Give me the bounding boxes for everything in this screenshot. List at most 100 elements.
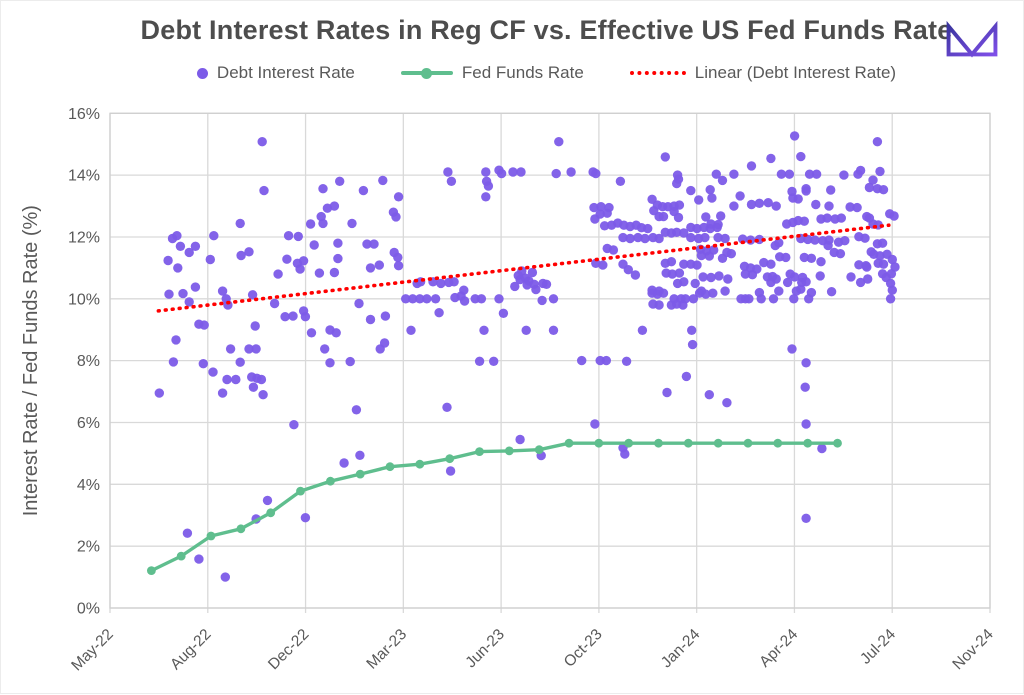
- scatter-point: [836, 213, 846, 223]
- scatter-point: [789, 294, 799, 304]
- scatter-point: [729, 201, 739, 211]
- y-tick-label: 0%: [77, 601, 100, 618]
- scatter-point: [225, 344, 236, 354]
- scatter-point: [443, 167, 453, 177]
- scatter-point: [810, 235, 820, 245]
- scatter-point: [654, 233, 664, 244]
- scatter-point: [190, 241, 201, 251]
- x-tick-label: Apr-24: [756, 626, 801, 671]
- scatter-point: [692, 260, 702, 270]
- scatter-point: [537, 295, 547, 306]
- scatter-point: [306, 328, 317, 338]
- scatter-point: [660, 152, 670, 162]
- scatter-point: [688, 294, 699, 304]
- scatter-point: [329, 267, 340, 278]
- scatter-point: [658, 211, 669, 222]
- scatter-point: [826, 185, 836, 195]
- scatter-point: [235, 357, 245, 367]
- scatter-point: [864, 182, 875, 193]
- scatter-point: [806, 253, 817, 263]
- scatter-point: [726, 249, 736, 259]
- scatter-point: [763, 198, 773, 208]
- scatter-point: [365, 314, 376, 325]
- scatter-point: [766, 259, 776, 269]
- scatter-point: [868, 175, 878, 185]
- scatter-point: [709, 245, 719, 255]
- scatter-point: [679, 277, 689, 287]
- scatter-point: [378, 175, 388, 186]
- scatter-point: [208, 367, 218, 377]
- scatter-point: [806, 287, 817, 298]
- legend-label: Linear (Debt Interest Rate): [694, 63, 897, 82]
- chart-header: Debt Interest Rates in Reg CF vs. Effect…: [110, 15, 983, 46]
- fed-funds-marker: [475, 447, 484, 456]
- scatter-point: [298, 256, 309, 266]
- scatter-point: [258, 390, 268, 400]
- page-title: Debt Interest Rates in Reg CF vs. Effect…: [140, 15, 953, 45]
- scatter-point: [800, 382, 810, 392]
- scatter-point: [172, 231, 182, 241]
- legend-item-linear-trend: Linear (Debt Interest Rate): [629, 63, 897, 83]
- x-tick-label: Nov-24: [949, 626, 997, 674]
- scatter-point: [163, 255, 173, 266]
- scatter-point: [872, 137, 883, 147]
- scatter-point: [358, 185, 369, 196]
- scatter-point: [590, 419, 600, 429]
- scatter-point: [365, 263, 376, 273]
- scatter-point: [801, 513, 811, 523]
- scatter-point: [615, 176, 626, 186]
- scatter-point: [318, 184, 328, 194]
- legend-item-debt-interest-rate: Debt Interest Rate: [196, 63, 355, 83]
- scatter-point: [235, 218, 245, 229]
- x-tick-label: Oct-23: [561, 626, 606, 671]
- scatter-point: [799, 252, 809, 263]
- fed-funds-marker: [534, 445, 544, 455]
- scatter-point: [623, 265, 633, 275]
- scatter-point: [793, 194, 803, 204]
- fed-funds-marker: [266, 508, 276, 518]
- scatter-point: [577, 355, 587, 366]
- scatter-point: [305, 219, 316, 229]
- scatter-point: [184, 247, 194, 258]
- scatter-point: [483, 181, 494, 191]
- scatter-point: [516, 167, 526, 177]
- scatter-point: [845, 202, 855, 212]
- scatter-point: [692, 223, 702, 234]
- scatter-point: [720, 286, 730, 296]
- scatter-point: [325, 358, 335, 368]
- scatter-point: [774, 238, 784, 248]
- scatter-point: [446, 176, 457, 186]
- scatter-point: [738, 234, 748, 244]
- scatter-point: [510, 281, 520, 292]
- scatter-point: [171, 335, 181, 345]
- scatter-point: [711, 169, 721, 179]
- fed-funds-marker: [803, 438, 813, 448]
- scatter-point: [220, 572, 230, 582]
- scatter-point: [262, 495, 273, 506]
- scatter-point: [681, 371, 692, 382]
- scatter-point: [339, 458, 349, 468]
- scatter-point: [674, 200, 685, 210]
- scatter-point: [687, 325, 697, 335]
- scatter-point: [855, 165, 866, 176]
- scatter-point: [781, 252, 791, 263]
- scatter-point: [740, 269, 751, 279]
- scatter-point: [300, 513, 311, 523]
- scatter-point: [674, 268, 685, 278]
- scatter-point: [782, 277, 793, 288]
- legend-label: Fed Funds Rate: [461, 63, 584, 82]
- scatter-point: [554, 137, 564, 147]
- scatter-point: [826, 287, 837, 297]
- scatter-point: [746, 199, 757, 210]
- scatter-point: [686, 185, 696, 196]
- scatter-point: [479, 325, 489, 335]
- scatter-point: [679, 259, 689, 269]
- scatter-point: [673, 212, 684, 223]
- scatter-point: [784, 169, 795, 179]
- x-tick-label: Jan-24: [658, 626, 704, 672]
- scatter-point: [283, 231, 294, 241]
- scatter-point: [708, 288, 718, 298]
- fed-funds-marker: [445, 454, 455, 464]
- scatter-point: [173, 263, 183, 273]
- scatter-point: [333, 238, 343, 248]
